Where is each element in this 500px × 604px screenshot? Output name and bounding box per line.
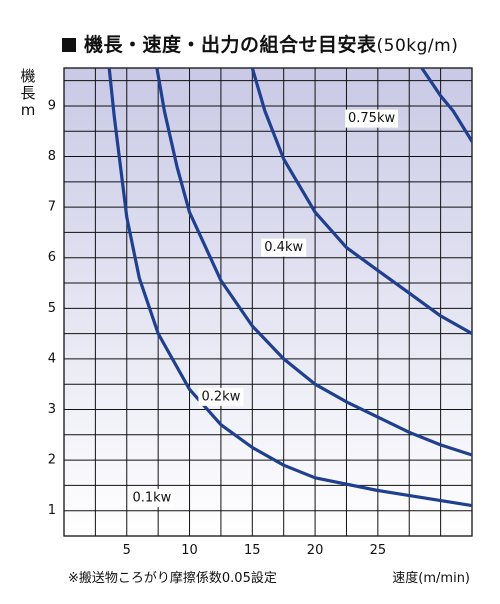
y-tick-label: 5 (48, 301, 56, 316)
series-label: 0.1kw (132, 491, 171, 506)
y-tick-label: 4 (48, 351, 56, 366)
series-label-bg (129, 489, 175, 508)
series-label: 0.4kw (264, 240, 303, 255)
title-text: 機長・速度・出力の組合せ目安表 (84, 34, 377, 56)
title-square-icon (62, 38, 76, 52)
y-tick-label: 7 (48, 200, 56, 215)
series-line-0.1kw (107, 68, 472, 508)
x-tick-label: 15 (244, 543, 261, 558)
y-axis-label-char: m (20, 101, 36, 119)
y-axis-label-char: 機 (20, 67, 36, 85)
series-label-bg (198, 387, 244, 406)
x-tick-label: 10 (181, 543, 198, 558)
plot-area (64, 68, 472, 536)
series-line-0.2kw (155, 68, 472, 457)
y-tick-label: 3 (48, 402, 56, 417)
series-label-bg (261, 238, 307, 257)
plot-border (63, 67, 473, 537)
series-label-bg (345, 109, 398, 128)
y-tick-label: 1 (48, 503, 56, 518)
y-tick-label: 8 (48, 149, 56, 164)
y-tick-label: 2 (48, 453, 56, 468)
series-label: 0.75kw (348, 111, 395, 126)
series-line-0.4kw (250, 68, 472, 336)
chart-title: 機長・速度・出力の組合せ目安表(50kg/m) (62, 30, 458, 57)
y-tick-label: 9 (48, 98, 56, 113)
x-tick-label: 5 (123, 543, 131, 558)
footnote: ※搬送物ころがり摩擦係数0.05設定 (68, 571, 277, 586)
x-axis-label: 速度(m/min) (392, 571, 470, 586)
y-tick-label: 6 (48, 250, 56, 265)
y-axis-label: 機 長 m (18, 68, 38, 119)
title-unit: (50kg/m) (376, 36, 459, 56)
series-group (107, 68, 472, 508)
series-line-0.75kw (420, 68, 472, 143)
series-label: 0.2kw (202, 389, 241, 404)
x-tick-label: 25 (370, 543, 387, 558)
x-tick-label: 20 (307, 543, 324, 558)
y-axis-label-char: 長 (20, 84, 36, 102)
